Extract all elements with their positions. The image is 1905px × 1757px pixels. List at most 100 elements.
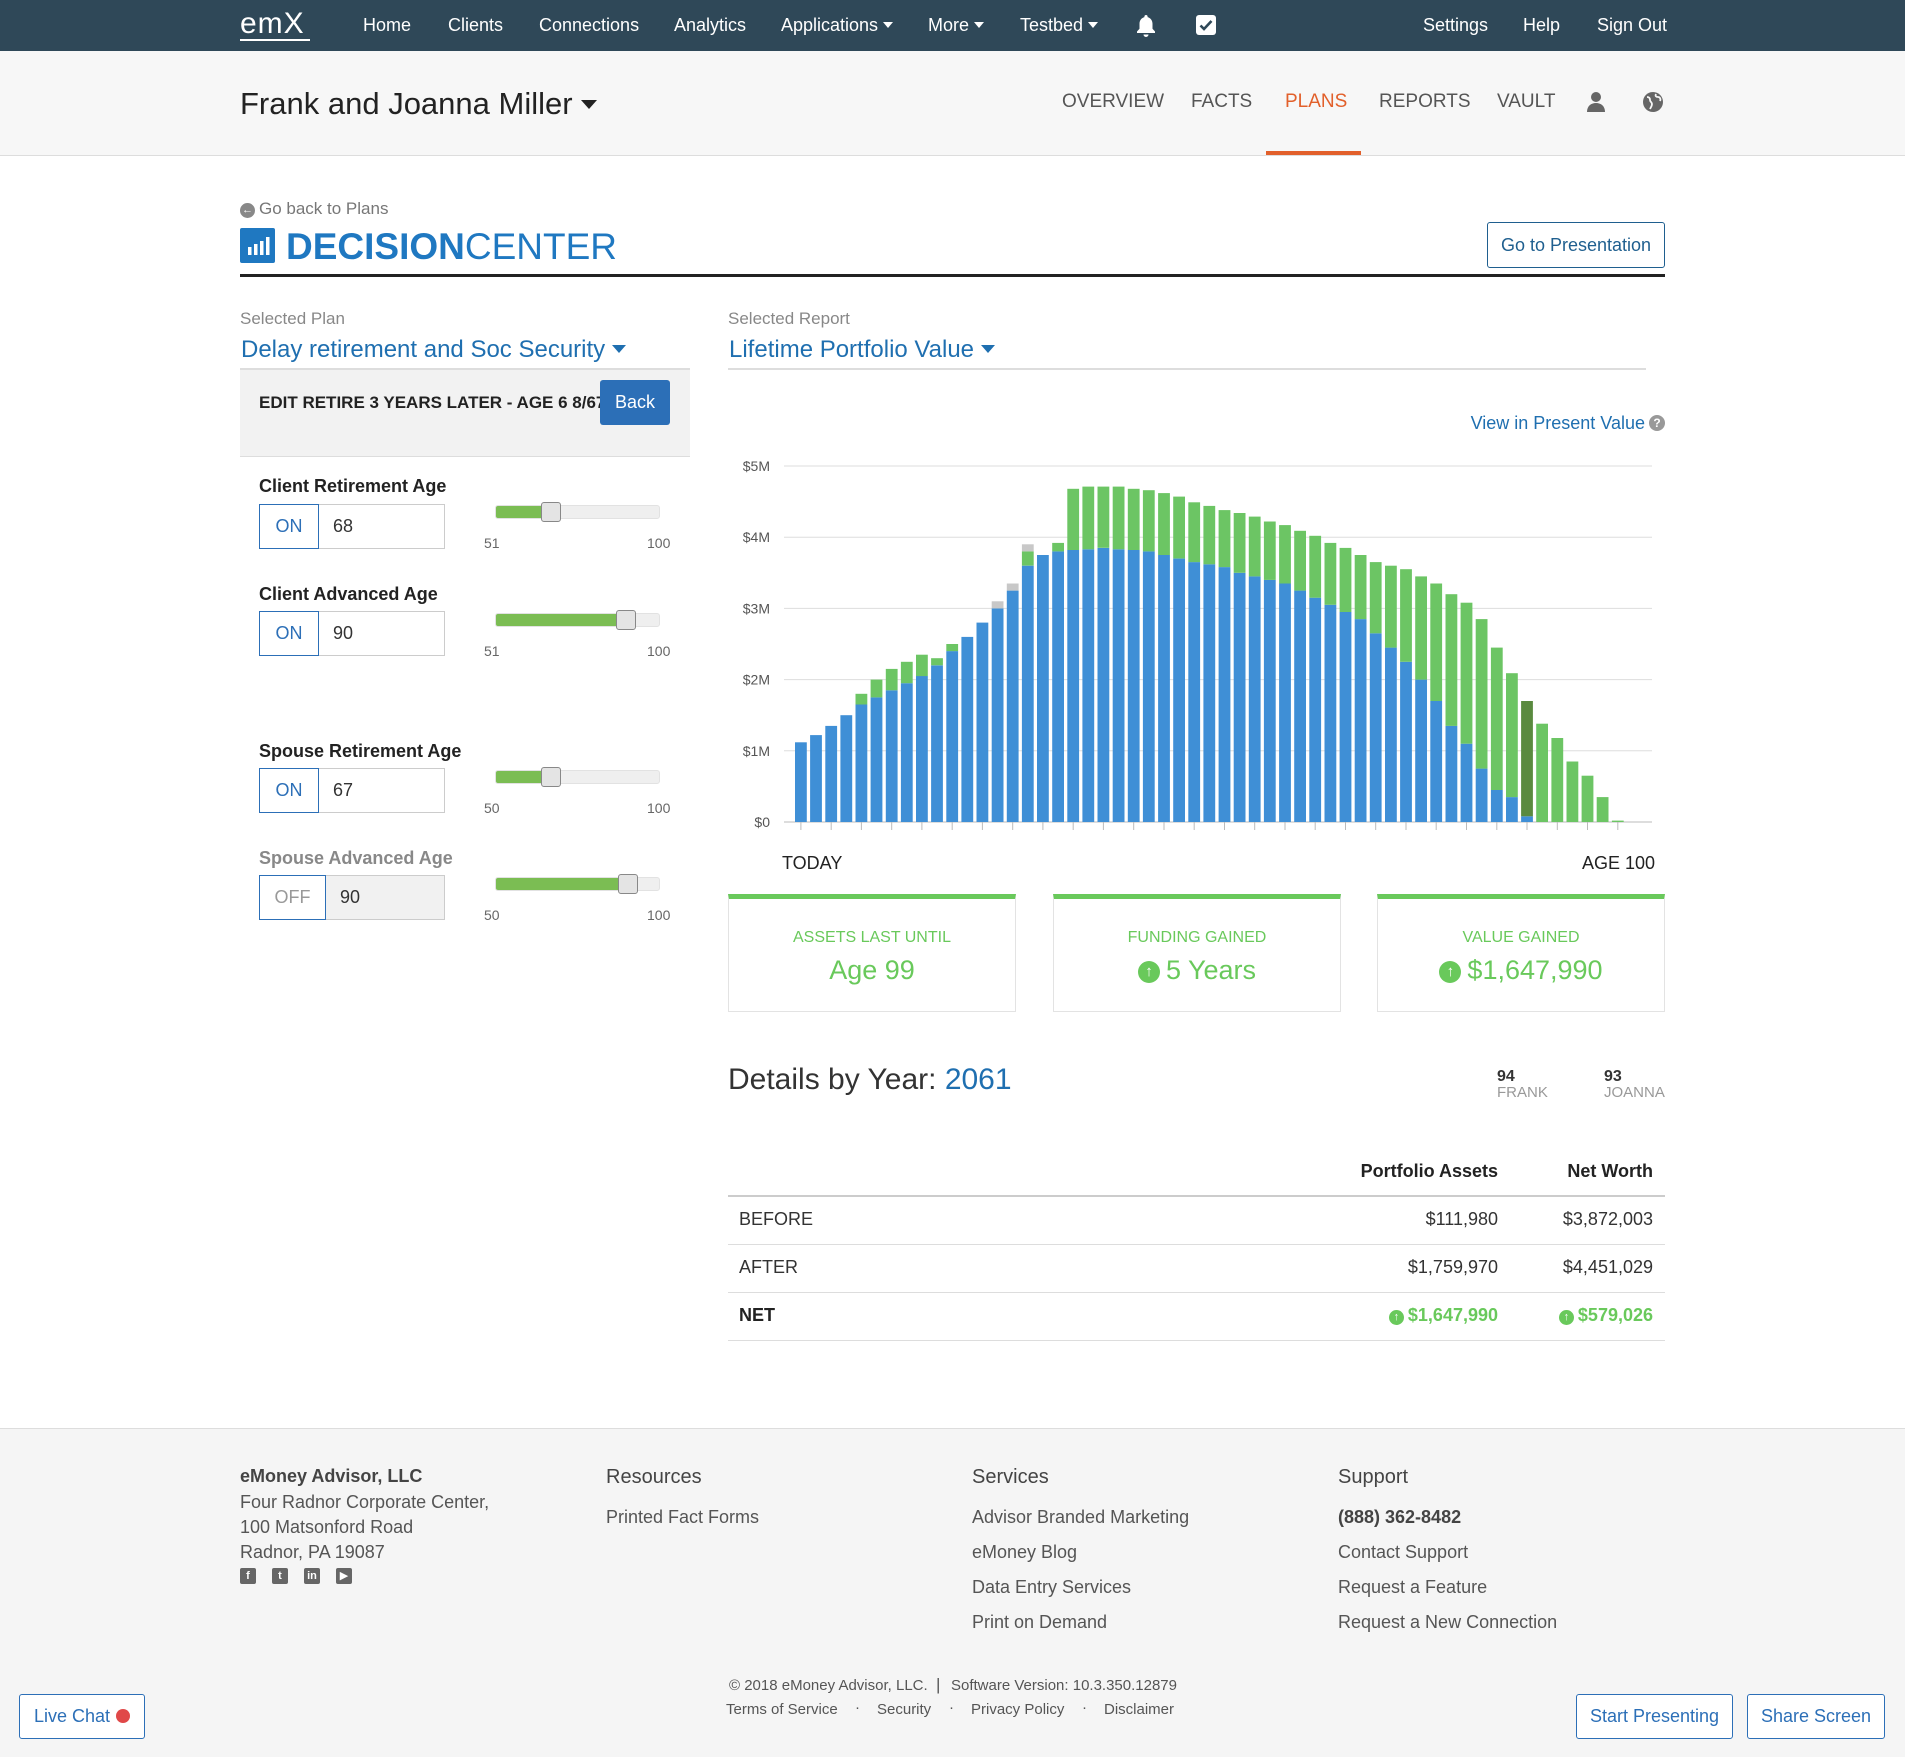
client-advanced-age-input[interactable]: 90 (319, 611, 445, 656)
globe-icon[interactable] (1642, 91, 1664, 113)
stat-card-value-gained: VALUE GAINED ↑ $1,647,990 (1377, 894, 1665, 1012)
tab-overview[interactable]: OVERVIEW (1062, 91, 1165, 112)
footer-dot: · (855, 1699, 860, 1716)
details-title: Details by Year: 2061 (728, 1063, 1012, 1097)
client-advanced-age-slider[interactable] (495, 610, 660, 630)
go-back-label: Go back to Plans (259, 199, 389, 218)
footer-link-contact-support[interactable]: Contact Support (1338, 1542, 1469, 1562)
footer-link-printed-fact-forms[interactable]: Printed Fact Forms (606, 1507, 760, 1527)
nav-clients[interactable]: Clients (448, 15, 504, 35)
share-screen-button[interactable]: Share Screen (1747, 1694, 1885, 1739)
arrow-up-circle-icon: ↑ (1137, 961, 1160, 983)
nav-sign-out[interactable]: Sign Out (1597, 15, 1668, 35)
slider-handle[interactable] (541, 767, 561, 787)
chart-bar (976, 622, 989, 822)
chart-bar (885, 690, 898, 822)
bar-chart-icon (240, 228, 275, 263)
footer-link-privacy[interactable]: Privacy Policy (971, 1701, 1065, 1718)
chart-bar (1506, 673, 1518, 798)
twitter-icon[interactable]: t (272, 1568, 288, 1584)
nav-testbed[interactable]: Testbed (1020, 15, 1099, 36)
chart-bar (1233, 572, 1246, 822)
view-present-value-link[interactable]: View in Present Value? (1471, 413, 1665, 434)
footer-address-line: Radnor, PA 19087 (240, 1542, 385, 1562)
row-net-portfolio-value: $1,647,990 (1407, 1305, 1498, 1325)
spouse-retirement-age-slider[interactable] (495, 767, 660, 787)
nav-home[interactable]: Home (363, 15, 412, 35)
facebook-icon[interactable]: f (240, 1568, 256, 1584)
edit-scenario-panel: EDIT RETIRE 3 YEARS LATER - AGE 6 8/67 B… (240, 370, 690, 457)
nav-analytics[interactable]: Analytics (674, 15, 747, 35)
go-back-link[interactable]: ← Go back to Plans (240, 199, 388, 219)
arrow-left-circle-icon: ← (240, 203, 255, 218)
checkbox-icon[interactable] (1195, 14, 1217, 36)
emx-logo[interactable]: emX (240, 7, 305, 40)
slider-fill (496, 878, 628, 890)
slider-handle[interactable] (616, 610, 636, 630)
footer-link-security[interactable]: Security (877, 1701, 932, 1718)
chart-bar (1158, 555, 1170, 822)
nav-more[interactable]: More (928, 15, 985, 36)
chart-bar (1203, 564, 1216, 822)
client-retirement-age-slider[interactable] (495, 502, 660, 522)
nav-applications[interactable]: Applications (781, 15, 894, 36)
nav-settings[interactable]: Settings (1423, 15, 1489, 35)
nav-help[interactable]: Help (1523, 15, 1561, 35)
tab-facts[interactable]: FACTS (1191, 91, 1253, 112)
nav-connections[interactable]: Connections (539, 15, 640, 35)
live-chat-button[interactable]: Live Chat (19, 1694, 145, 1739)
stat-card-funding-gained: FUNDING GAINED ↑ 5 Years (1053, 894, 1341, 1012)
spouse-advanced-age-slider[interactable] (495, 874, 660, 894)
chart-bar (870, 679, 883, 698)
chart-bar (1294, 530, 1306, 591)
lifetime-portfolio-chart[interactable]: $0 $1M $2M $3M $4M $5M (728, 450, 1665, 845)
footer-link-request-connection[interactable]: Request a New Connection (1338, 1612, 1558, 1632)
footer-link-request-feature[interactable]: Request a Feature (1338, 1577, 1488, 1597)
chart-bar (870, 697, 883, 822)
youtube-icon[interactable]: ▶ (336, 1568, 352, 1584)
footer-link-emoney-blog[interactable]: eMoney Blog (972, 1542, 1078, 1562)
client-name: Frank and Joanna Miller (240, 86, 573, 121)
chart-bar (1067, 550, 1080, 822)
linkedin-icon[interactable]: in (304, 1568, 320, 1584)
footer-support-phone[interactable]: (888) 362-8482 (1338, 1507, 1462, 1527)
tab-reports[interactable]: REPORTS (1379, 91, 1471, 112)
start-presenting-button[interactable]: Start Presenting (1576, 1694, 1733, 1739)
chart-bar (1339, 612, 1352, 822)
selected-report-dropdown[interactable]: Lifetime Portfolio Value (729, 336, 996, 364)
footer-link-data-entry-services[interactable]: Data Entry Services (972, 1577, 1132, 1597)
chart-bar (1415, 576, 1427, 680)
chart-bar (1082, 486, 1095, 550)
plan-select-underline (240, 368, 690, 370)
y-tick-label: $3M (743, 600, 770, 616)
chart-bar (885, 668, 898, 691)
footer-address-line: 100 Matsonford Road (240, 1517, 414, 1537)
spouse-retirement-age-input[interactable]: 67 (319, 768, 445, 813)
tab-plans[interactable]: PLANS (1285, 91, 1348, 112)
go-to-presentation-button[interactable]: Go to Presentation (1487, 222, 1665, 268)
footer-link-advisor-branded-marketing[interactable]: Advisor Branded Marketing (972, 1507, 1190, 1527)
spouse-advanced-age-toggle[interactable]: OFF (259, 875, 326, 920)
client-advanced-age-toggle[interactable]: ON (259, 611, 319, 656)
spouse-advanced-age-input: 90 (326, 875, 445, 920)
user-icon[interactable] (1587, 91, 1605, 113)
selected-plan-dropdown[interactable]: Delay retirement and Soc Security (241, 336, 627, 364)
stat-label: FUNDING GAINED (1127, 929, 1267, 946)
chart-bar (1188, 562, 1201, 822)
help-icon[interactable]: ? (1649, 415, 1665, 431)
footer-resources-title: Resources (606, 1466, 702, 1488)
slider-handle[interactable] (618, 874, 638, 894)
client-retirement-age-input[interactable]: 68 (319, 504, 445, 549)
arrow-up-circle-icon: ↑ (1388, 1310, 1404, 1325)
client-name-dropdown[interactable]: Frank and Joanna Miller (240, 86, 597, 122)
spouse-retirement-age-toggle[interactable]: ON (259, 768, 319, 813)
back-button[interactable]: Back (600, 380, 670, 425)
footer-link-terms[interactable]: Terms of Service (726, 1701, 838, 1718)
footer-link-print-on-demand[interactable]: Print on Demand (972, 1612, 1108, 1632)
tab-vault[interactable]: VAULT (1497, 91, 1556, 112)
footer-link-disclaimer[interactable]: Disclaimer (1104, 1701, 1175, 1718)
bell-icon[interactable] (1134, 13, 1158, 38)
client-retirement-age-toggle[interactable]: ON (259, 504, 319, 549)
slider-handle[interactable] (541, 502, 561, 522)
chart-bar (810, 735, 822, 822)
